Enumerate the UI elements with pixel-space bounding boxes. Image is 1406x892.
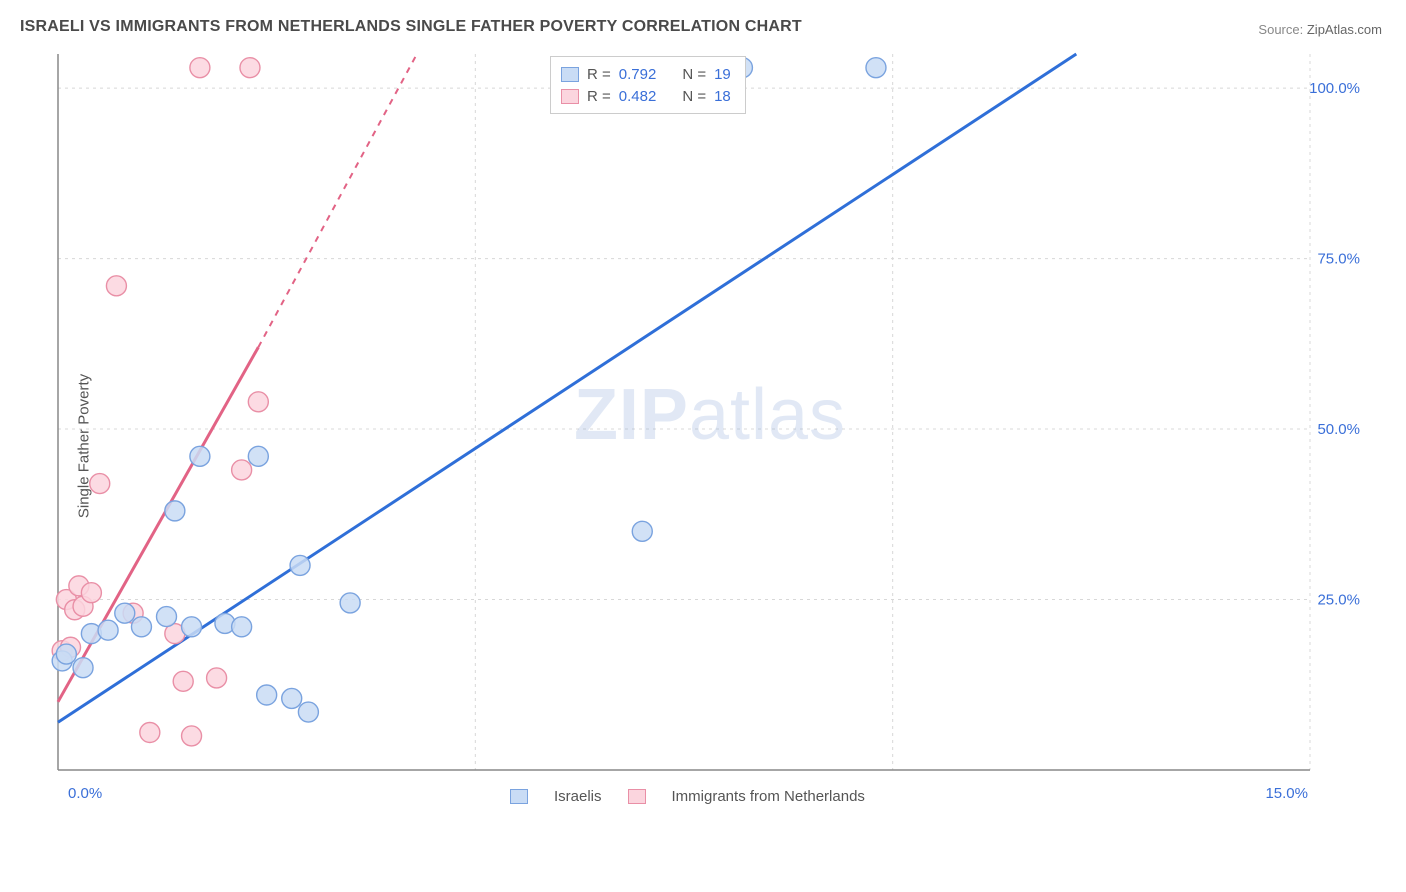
data-point-israelis	[165, 501, 185, 521]
n-label: N =	[682, 88, 706, 105]
n-value-israelis: 19	[714, 66, 731, 83]
legend-label-immigrants: Immigrants from Netherlands	[672, 788, 865, 805]
data-point-israelis	[131, 617, 151, 637]
data-point-israelis	[182, 617, 202, 637]
data-point-israelis	[56, 644, 76, 664]
swatch-immigrants	[561, 89, 579, 104]
r-label: R =	[587, 88, 611, 105]
r-value-immigrants: 0.482	[619, 88, 657, 105]
y-tick-label: 50.0%	[1317, 421, 1360, 438]
data-point-israelis	[115, 603, 135, 623]
data-point-israelis	[248, 446, 268, 466]
chart-svg: 25.0% 50.0% 75.0% 100.0% 0.0% 15.0%	[50, 50, 1370, 810]
y-tick-label: 100.0%	[1309, 80, 1360, 97]
data-point-israelis	[157, 607, 177, 627]
correlation-legend: R = 0.792 N = 19 R = 0.482 N = 18	[550, 56, 746, 114]
data-point-israelis	[298, 702, 318, 722]
legend-label-israelis: Israelis	[554, 788, 602, 805]
data-point-israelis	[290, 555, 310, 575]
data-point-israelis	[632, 521, 652, 541]
source-value: ZipAtlas.com	[1307, 22, 1382, 37]
data-point-israelis	[257, 685, 277, 705]
correlation-legend-row-immigrants: R = 0.482 N = 18	[561, 85, 731, 107]
swatch-israelis	[510, 789, 528, 804]
swatch-israelis	[561, 67, 579, 82]
n-value-immigrants: 18	[714, 88, 731, 105]
data-point-israelis	[232, 617, 252, 637]
data-point-immigrants	[81, 583, 101, 603]
chart-title: ISRAELI VS IMMIGRANTS FROM NETHERLANDS S…	[20, 18, 802, 36]
source-label: Source:	[1258, 22, 1303, 37]
data-point-immigrants	[232, 460, 252, 480]
source-attribution: Source: ZipAtlas.com	[1258, 22, 1382, 37]
y-tick-label: 75.0%	[1317, 251, 1360, 268]
x-tick-label: 0.0%	[68, 785, 102, 802]
data-point-israelis	[73, 658, 93, 678]
data-point-immigrants	[182, 726, 202, 746]
data-point-immigrants	[248, 392, 268, 412]
data-point-immigrants	[90, 474, 110, 494]
data-point-immigrants	[190, 58, 210, 78]
data-point-israelis	[340, 593, 360, 613]
chart-plot-area: 25.0%50.0%75.0%100.0%0.0%15.0% ZIPatlas …	[50, 50, 1370, 810]
data-point-immigrants	[240, 58, 260, 78]
swatch-immigrants	[628, 789, 646, 804]
n-label: N =	[682, 66, 706, 83]
data-point-immigrants	[140, 722, 160, 742]
r-value-israelis: 0.792	[619, 66, 657, 83]
data-point-immigrants	[207, 668, 227, 688]
correlation-legend-row-israelis: R = 0.792 N = 19	[561, 63, 731, 85]
data-point-israelis	[98, 620, 118, 640]
data-point-immigrants	[106, 276, 126, 296]
data-point-immigrants	[173, 671, 193, 691]
data-point-israelis	[866, 58, 886, 78]
x-tick-label: 15.0%	[1265, 785, 1308, 802]
data-point-israelis	[282, 688, 302, 708]
r-label: R =	[587, 66, 611, 83]
y-tick-label: 25.0%	[1317, 592, 1360, 609]
data-point-israelis	[190, 446, 210, 466]
series-legend: Israelis Immigrants from Netherlands	[510, 788, 865, 805]
